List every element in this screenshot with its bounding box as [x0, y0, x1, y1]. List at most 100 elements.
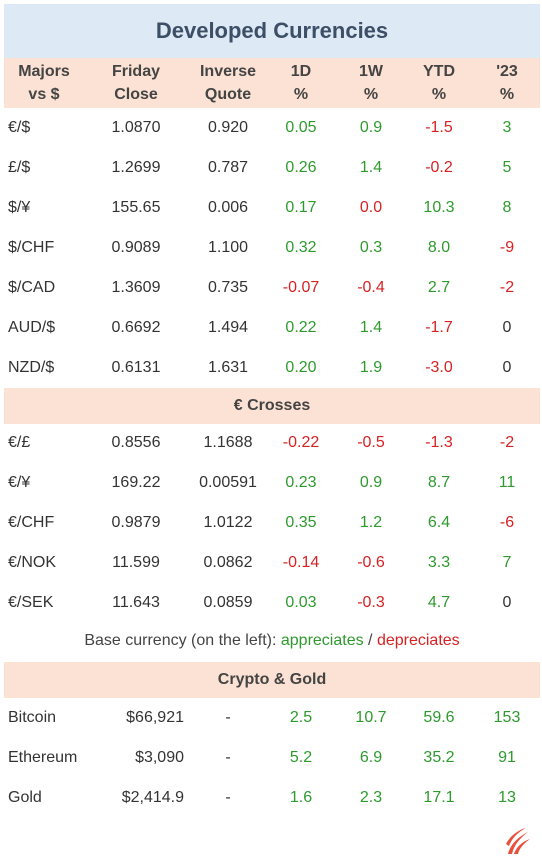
cell-close: 0.9089: [111, 239, 161, 256]
cell-2023: -2: [499, 434, 515, 451]
cell-ytd: -0.2: [425, 159, 453, 176]
cell-ytd: -1.5: [425, 119, 453, 136]
legend-separator: /: [368, 632, 373, 649]
cell-2023: 7: [502, 554, 512, 571]
table-row: €/NOK 11.599 0.0862 -0.14 -0.6 3.3 7: [4, 543, 540, 583]
flame-logo-icon: [506, 828, 530, 854]
cell-2023: -2: [499, 279, 515, 296]
cell-1d: 2.5: [289, 709, 313, 726]
cell-2023: 153: [493, 709, 521, 726]
cell-1d: 0.23: [285, 474, 317, 491]
cell-close: 1.0870: [111, 119, 161, 136]
cell-close: 0.6131: [111, 359, 161, 376]
cell-1d: 5.2: [289, 749, 313, 766]
table-row: €/$ 1.0870 0.920 0.05 0.9 -1.5 3: [4, 108, 540, 148]
cell-pair: €/$: [8, 119, 31, 136]
cell-2023: 91: [498, 749, 516, 766]
column-header-1w: 1W %: [336, 58, 406, 108]
cell-pair: €/¥: [8, 474, 31, 491]
cell-ytd: 10.3: [423, 199, 455, 216]
table-row: AUD/$ 0.6692 1.494 0.22 1.4 -1.7 0: [4, 308, 540, 348]
cell-pair: €/£: [8, 434, 31, 451]
table-row: $/CHF 0.9089 1.100 0.32 0.3 8.0 -9: [4, 228, 540, 268]
color-legend: Base currency (on the left): appreciates…: [4, 624, 540, 658]
cell-inverse: 1.1688: [203, 434, 253, 451]
cell-1w: 1.4: [359, 319, 383, 336]
cell-pair: Ethereum: [8, 749, 78, 766]
column-header-line: %: [431, 86, 447, 103]
cell-inverse: -: [225, 789, 231, 806]
column-header-line: '23: [496, 63, 518, 80]
column-header-line: Quote: [204, 86, 252, 103]
table-row: Bitcoin $66,921 - 2.5 10.7 59.6 153: [4, 698, 540, 738]
cell-close: 11.643: [112, 594, 160, 611]
cell-1d: 1.6: [289, 789, 313, 806]
cell-ytd: 17.1: [423, 789, 455, 806]
cell-pair: NZD/$: [8, 359, 55, 376]
table-row: Gold $2,414.9 - 1.6 2.3 17.1 13: [4, 778, 540, 818]
table-row: €/£ 0.8556 1.1688 -0.22 -0.5 -1.3 -2: [4, 423, 540, 463]
column-header-line: Close: [114, 86, 158, 103]
cell-1w: -0.4: [357, 279, 385, 296]
column-header-line: vs $: [28, 86, 60, 103]
table-row: €/¥ 169.22 0.00591 0.23 0.9 8.7 11: [4, 463, 540, 503]
cell-ytd: 59.6: [423, 709, 455, 726]
cell-2023: 0: [502, 319, 512, 336]
cell-pair: £/$: [8, 159, 31, 176]
cell-1d: 0.26: [285, 159, 317, 176]
column-header-line: %: [499, 86, 515, 103]
column-header-row: Majors vs $ Friday Close Inverse Quote 1…: [4, 58, 540, 108]
cell-1w: 1.9: [359, 359, 383, 376]
cell-1d: -0.22: [282, 434, 320, 451]
cell-1d: 0.32: [285, 239, 317, 256]
cell-inverse: 0.787: [207, 159, 249, 176]
crypto-section-header: Crypto & Gold: [4, 662, 540, 698]
cell-close: 1.2699: [111, 159, 161, 176]
cell-inverse: -: [225, 709, 231, 726]
cell-2023: 3: [502, 119, 512, 136]
cell-close: 155.65: [111, 199, 161, 216]
cell-2023: 0: [502, 594, 512, 611]
cell-1w: 1.2: [359, 514, 383, 531]
cell-inverse: 0.735: [207, 279, 249, 296]
cell-close: 0.8556: [111, 434, 161, 451]
cell-pair: €/SEK: [8, 594, 54, 611]
cell-1d: -0.14: [282, 554, 320, 571]
cell-close: 11.599: [112, 554, 160, 571]
legend-depreciates: depreciates: [376, 632, 460, 649]
cell-1d: 0.20: [285, 359, 317, 376]
cell-pair: €/CHF: [8, 514, 55, 531]
cell-ytd: -3.0: [425, 359, 453, 376]
column-header-1d: 1D %: [266, 58, 336, 108]
cell-pair: $/¥: [8, 199, 31, 216]
cell-inverse: 0.920: [207, 119, 249, 136]
legend-appreciates: appreciates: [280, 632, 364, 649]
cell-pair: Gold: [8, 789, 42, 806]
cell-1w: -0.6: [357, 554, 385, 571]
cell-ytd: 8.7: [427, 474, 451, 491]
cell-pair: $/CAD: [8, 279, 56, 296]
cell-ytd: -1.3: [425, 434, 453, 451]
column-header-ytd: YTD %: [404, 58, 474, 108]
column-header-line: %: [363, 86, 379, 103]
cell-ytd: 35.2: [423, 749, 455, 766]
column-header-pair: Majors vs $: [4, 58, 84, 108]
cell-2023: 5: [502, 159, 512, 176]
cell-close: 0.9879: [111, 514, 161, 531]
column-header-close: Friday Close: [96, 58, 176, 108]
legend-prefix: Base currency (on the left):: [84, 632, 277, 649]
table-row: $/CAD 1.3609 0.735 -0.07 -0.4 2.7 -2: [4, 268, 540, 308]
cell-1d: 0.03: [285, 594, 317, 611]
cell-inverse: 0.0862: [203, 554, 253, 571]
cell-2023: -9: [499, 239, 515, 256]
cell-1w: 0.3: [359, 239, 383, 256]
cell-1d: 0.05: [285, 119, 317, 136]
cell-inverse: 1.100: [207, 239, 249, 256]
cell-2023: 0: [502, 359, 512, 376]
cell-1w: -0.5: [357, 434, 385, 451]
cell-1d: -0.07: [282, 279, 320, 296]
cell-1w: 6.9: [359, 749, 383, 766]
cell-pair: Bitcoin: [8, 709, 57, 726]
crosses-section-header: € Crosses: [4, 388, 540, 424]
